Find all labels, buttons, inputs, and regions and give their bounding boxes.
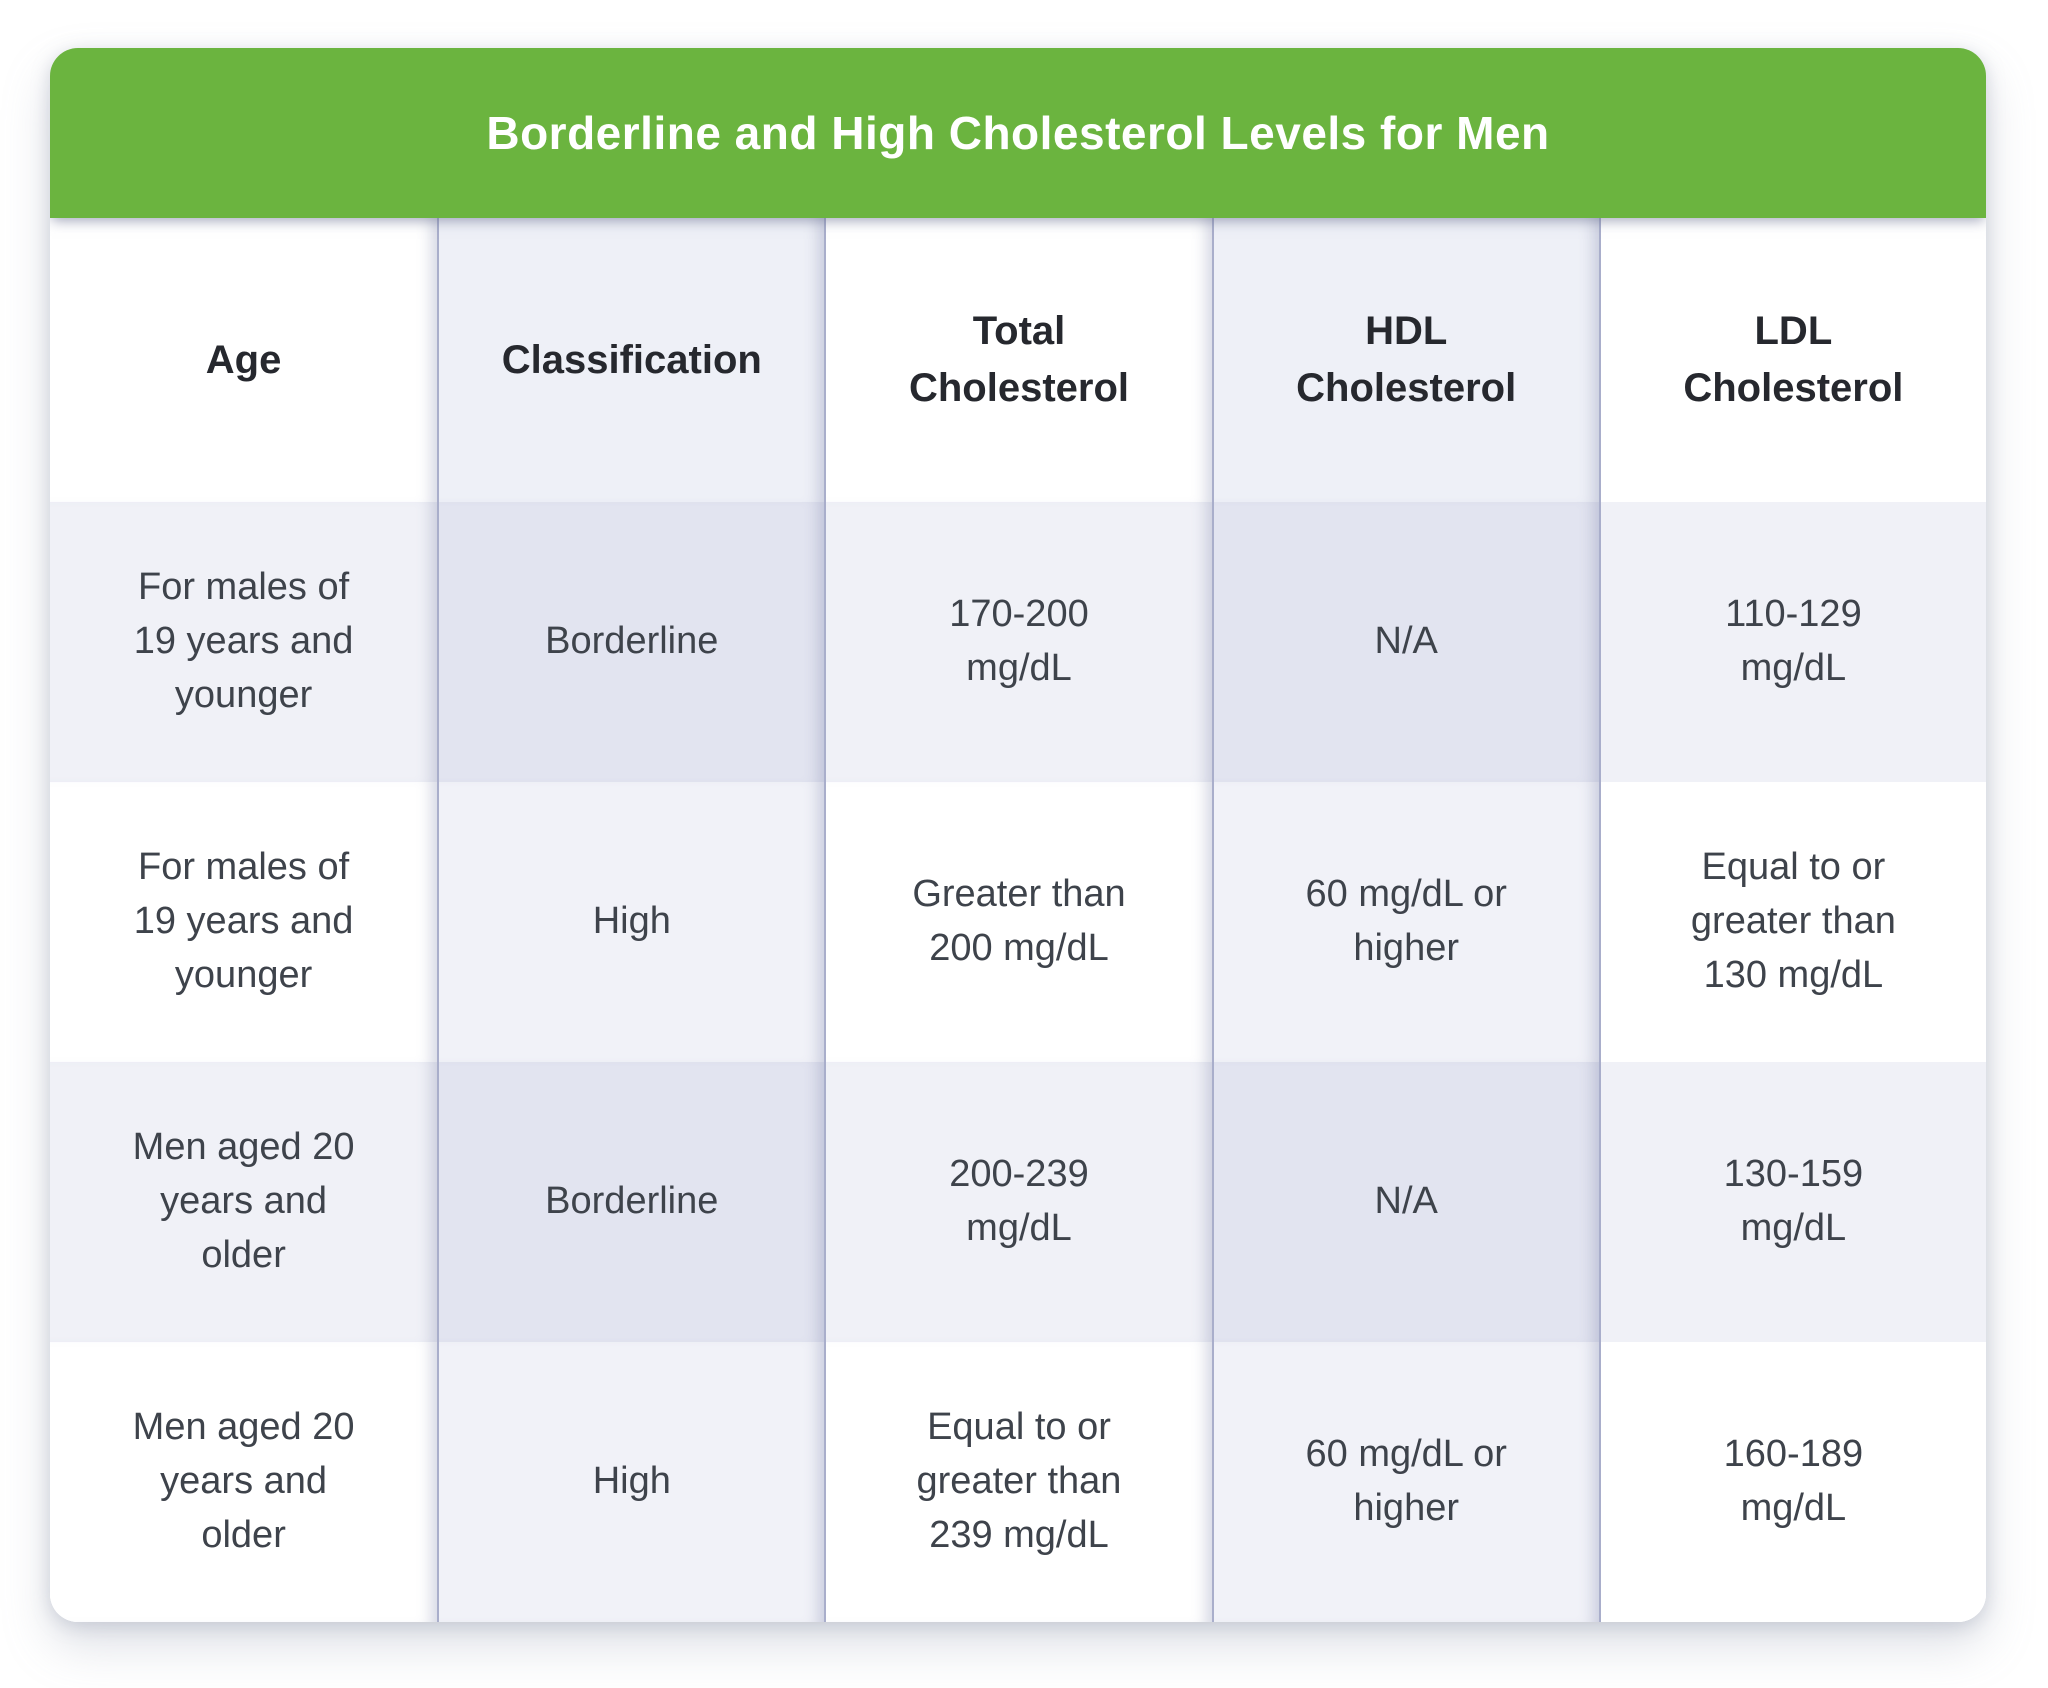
header-cell-classification: Classification bbox=[437, 218, 825, 502]
cell-text: Equal to or greater than 239 mg/dL bbox=[916, 1406, 1122, 1556]
cell-text: Greater than 200 mg/dL bbox=[912, 873, 1126, 969]
cholesterol-table: Age Classification Total Cholesterol HDL… bbox=[50, 218, 1986, 1622]
cell-text: 60 mg/dL or higher bbox=[1305, 1433, 1507, 1529]
cell-text: N/A bbox=[1374, 1180, 1438, 1223]
cell-r3-ldl-cholesterol: 130-159 mg/dL bbox=[1598, 1062, 1986, 1342]
cell-text: Men aged 20 years and older bbox=[132, 1126, 355, 1276]
cell-text: 170-200 mg/dL bbox=[949, 593, 1089, 689]
cell-r1-total-cholesterol: 170-200 mg/dL bbox=[824, 502, 1212, 782]
cell-r4-hdl-cholesterol: 60 mg/dL or higher bbox=[1211, 1342, 1599, 1622]
cell-r2-age: For males of 19 years and younger bbox=[50, 782, 438, 1062]
table-title-bar: Borderline and High Cholesterol Levels f… bbox=[50, 48, 1986, 218]
cell-r3-total-cholesterol: 200-239 mg/dL bbox=[824, 1062, 1212, 1342]
cell-r1-age: For males of 19 years and younger bbox=[50, 502, 438, 782]
cell-text: High bbox=[592, 900, 671, 943]
cell-text: N/A bbox=[1374, 620, 1438, 663]
cell-r4-total-cholesterol: Equal to or greater than 239 mg/dL bbox=[824, 1342, 1212, 1622]
cell-text: 160-189 mg/dL bbox=[1723, 1433, 1864, 1529]
cell-r3-age: Men aged 20 years and older bbox=[50, 1062, 438, 1342]
cell-r4-ldl-cholesterol: 160-189 mg/dL bbox=[1598, 1342, 1986, 1622]
header-cell-total-cholesterol: Total Cholesterol bbox=[824, 218, 1212, 502]
cell-text: 110-129 mg/dL bbox=[1725, 593, 1862, 689]
cell-r3-hdl-cholesterol: N/A bbox=[1211, 1062, 1599, 1342]
cell-text: Borderline bbox=[545, 620, 719, 663]
table-title: Borderline and High Cholesterol Levels f… bbox=[486, 107, 1550, 159]
cell-text: 130-159 mg/dL bbox=[1723, 1153, 1864, 1249]
cell-text: High bbox=[592, 1460, 671, 1503]
cell-text: Equal to or greater than 130 mg/dL bbox=[1690, 846, 1896, 996]
header-label-classification: Classification bbox=[501, 337, 762, 382]
cell-r4-age: Men aged 20 years and older bbox=[50, 1342, 438, 1622]
cell-text: For males of 19 years and younger bbox=[133, 566, 354, 716]
cell-r1-ldl-cholesterol: 110-129 mg/dL bbox=[1598, 502, 1986, 782]
cell-r1-classification: Borderline bbox=[437, 502, 825, 782]
header-label-ldl-cholesterol: LDL Cholesterol bbox=[1683, 309, 1904, 410]
header-cell-ldl-cholesterol: LDL Cholesterol bbox=[1598, 218, 1986, 502]
cell-r2-ldl-cholesterol: Equal to or greater than 130 mg/dL bbox=[1598, 782, 1986, 1062]
cell-r1-hdl-cholesterol: N/A bbox=[1211, 502, 1599, 782]
cholesterol-table-card: Borderline and High Cholesterol Levels f… bbox=[50, 48, 1986, 1622]
cell-r4-classification: High bbox=[437, 1342, 825, 1622]
cell-text: For males of 19 years and younger bbox=[133, 846, 354, 996]
header-cell-hdl-cholesterol: HDL Cholesterol bbox=[1211, 218, 1599, 502]
header-label-hdl-cholesterol: HDL Cholesterol bbox=[1296, 309, 1517, 410]
cell-text: Men aged 20 years and older bbox=[132, 1406, 355, 1556]
cell-r2-hdl-cholesterol: 60 mg/dL or higher bbox=[1211, 782, 1599, 1062]
cell-r2-classification: High bbox=[437, 782, 825, 1062]
header-label-total-cholesterol: Total Cholesterol bbox=[908, 309, 1129, 410]
cell-r3-classification: Borderline bbox=[437, 1062, 825, 1342]
header-label-age: Age bbox=[205, 337, 282, 382]
header-cell-age: Age bbox=[50, 218, 438, 502]
cell-r2-total-cholesterol: Greater than 200 mg/dL bbox=[824, 782, 1212, 1062]
cell-text: 200-239 mg/dL bbox=[949, 1153, 1089, 1249]
cell-text: Borderline bbox=[545, 1180, 719, 1223]
cell-text: 60 mg/dL or higher bbox=[1305, 873, 1507, 969]
